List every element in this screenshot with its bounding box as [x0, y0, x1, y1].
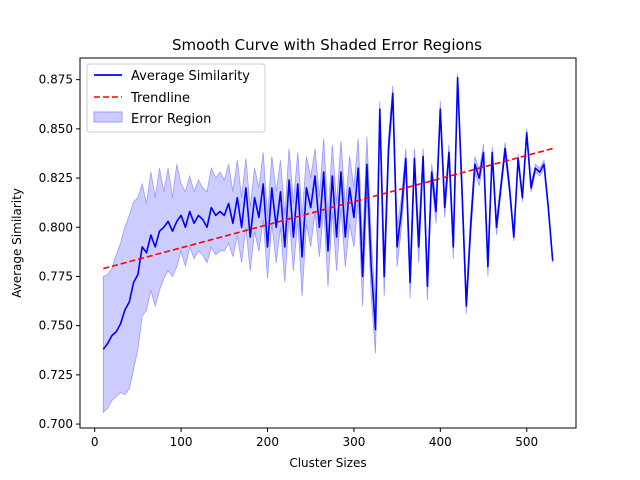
trendline: [103, 147, 553, 270]
x-axis: 0 100 200 300 400 500: [91, 428, 538, 449]
x-tick-label: 0: [91, 435, 99, 449]
legend-frame: [86, 63, 266, 133]
y-tick-label: 0.825: [39, 171, 73, 185]
y-tick-label: 0.875: [39, 73, 73, 87]
y-tick-label: 0.700: [39, 417, 73, 431]
y-axis: 0.700 0.725 0.750 0.775 0.800 0.825 0.850 0.875: [39, 73, 80, 431]
legend-trend-label: Trendline: [130, 91, 190, 106]
legend-average-label: Average Similarity: [131, 69, 250, 84]
legend-error-label: Error Region: [131, 112, 211, 127]
legend: Average Similarity Trendline Error Regio…: [86, 63, 266, 133]
y-tick-label: 0.800: [39, 220, 73, 234]
chart-title: Smooth Curve with Shaded Error Regions: [172, 36, 482, 54]
x-tick-label: 500: [515, 435, 538, 449]
plot-data-layer: [102, 73, 554, 414]
plot-frame: [79, 57, 577, 429]
x-axis-label: Cluster Sizes: [289, 456, 366, 470]
average-similarity-line: [102, 76, 554, 350]
y-tick-label: 0.725: [39, 368, 73, 382]
x-tick-label: 400: [429, 435, 452, 449]
x-tick-label: 300: [342, 435, 365, 449]
x-tick-label: 100: [170, 435, 193, 449]
x-tick-label: 200: [256, 435, 279, 449]
y-tick-label: 0.775: [39, 269, 73, 283]
y-tick-label: 0.850: [39, 122, 73, 136]
y-axis-label: Average Similarity: [10, 188, 24, 298]
y-tick-label: 0.750: [39, 319, 73, 333]
legend-error-swatch: [93, 111, 123, 123]
